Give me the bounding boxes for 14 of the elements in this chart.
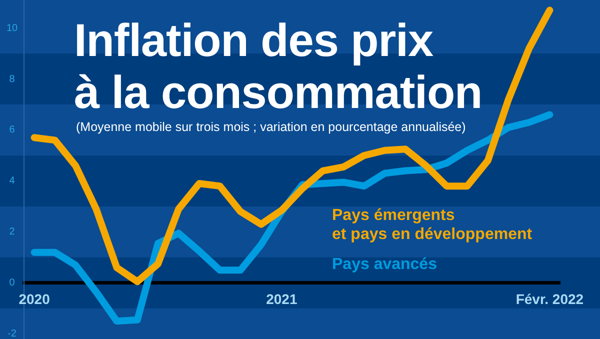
x-tick-label: Févr. 2022: [516, 290, 584, 307]
text: Pays émergents et pays en développement: [332, 206, 532, 244]
y-tick-label: -2: [8, 328, 17, 339]
x-tick-label: 2020: [18, 290, 50, 307]
y-tick-label: 2: [9, 226, 16, 238]
x-tick-label: 2021: [266, 290, 298, 307]
y-tick-label: 4: [9, 176, 16, 187]
text: (Moyenne mobile sur trois mois ; variation en pourcentage annualisée): [76, 120, 466, 134]
text: Inflation des prix à la consommation: [74, 14, 482, 118]
y-tick-label: 10: [6, 22, 18, 34]
y-tick-label: 0: [9, 278, 16, 289]
text: Pays avancés: [332, 255, 437, 274]
y-tick-label: 6: [9, 124, 16, 136]
y-tick-label: 8: [9, 74, 16, 85]
